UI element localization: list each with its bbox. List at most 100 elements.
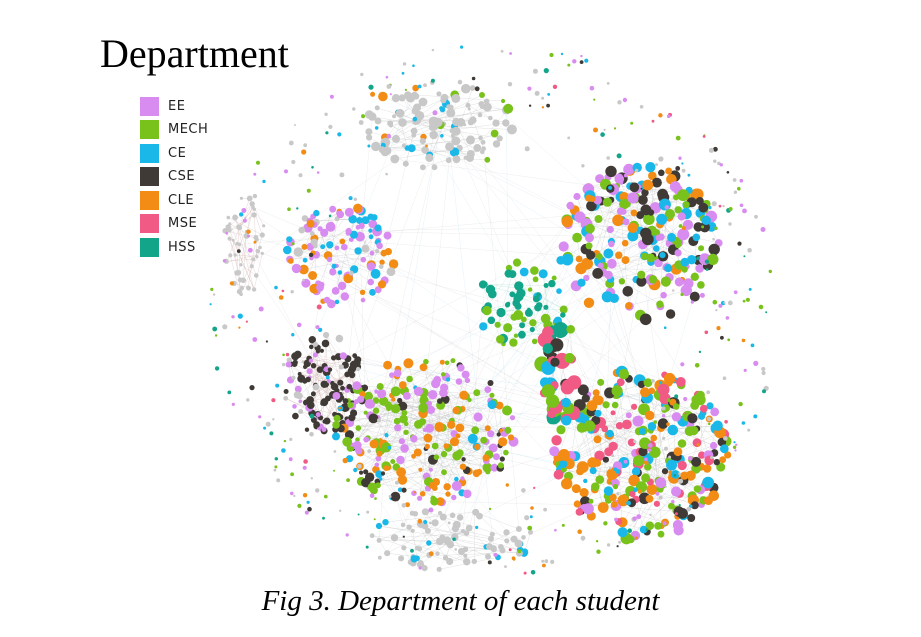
student-node [541, 559, 545, 563]
edge [422, 413, 478, 448]
student-node [309, 431, 314, 437]
student-node [451, 525, 459, 533]
student-node [292, 412, 299, 420]
student-node [618, 179, 624, 185]
edge [356, 309, 529, 386]
student-node [718, 204, 722, 208]
student-node [638, 195, 648, 205]
student-node [606, 225, 614, 234]
edge [367, 404, 493, 439]
edge [235, 254, 257, 257]
student-node [374, 105, 380, 111]
student-node [660, 291, 667, 299]
student-node [768, 269, 772, 274]
student-node [437, 398, 443, 404]
student-node [567, 63, 571, 67]
student-node [431, 48, 435, 52]
student-node [623, 459, 628, 464]
student-node [365, 545, 369, 549]
student-node [363, 436, 370, 443]
student-node [661, 468, 669, 475]
student-node [627, 192, 639, 204]
student-node [606, 429, 614, 438]
student-node [639, 105, 644, 109]
student-node [505, 264, 513, 272]
edge [379, 427, 460, 455]
student-node [380, 249, 388, 257]
student-node [683, 278, 694, 289]
student-node [482, 305, 492, 316]
edge [586, 203, 625, 225]
student-node [494, 321, 501, 328]
student-node [762, 389, 766, 394]
student-node [625, 412, 632, 419]
student-node [312, 352, 318, 358]
student-node [678, 224, 683, 228]
student-node [428, 521, 432, 525]
student-node [398, 94, 406, 102]
student-node [575, 508, 584, 516]
student-node [375, 482, 381, 489]
student-node [516, 288, 526, 298]
student-node [239, 285, 244, 291]
student-node [411, 490, 417, 497]
student-node [423, 83, 427, 88]
student-node [728, 207, 733, 211]
student-node [450, 358, 456, 364]
student-node [592, 268, 604, 279]
edge [475, 512, 520, 554]
student-node [612, 484, 619, 490]
student-node [547, 93, 551, 96]
student-node [633, 487, 638, 493]
student-node [573, 500, 581, 508]
edge [499, 405, 502, 431]
student-node [656, 300, 664, 308]
student-node [675, 377, 686, 387]
student-node [741, 421, 746, 425]
student-node [329, 268, 337, 276]
student-node [459, 463, 467, 470]
student-node [638, 447, 648, 457]
student-node [473, 412, 483, 422]
student-node [286, 236, 293, 243]
student-node [698, 202, 709, 213]
student-node [348, 371, 356, 379]
edge [597, 244, 679, 274]
student-node [580, 535, 586, 541]
student-node [302, 493, 308, 498]
student-node [654, 522, 662, 530]
student-node [381, 442, 392, 453]
student-node [409, 510, 415, 516]
student-node [368, 234, 374, 240]
student-node [233, 253, 237, 257]
student-node [550, 338, 564, 352]
student-node [649, 466, 652, 470]
edge [287, 249, 585, 420]
student-node [735, 443, 738, 446]
edge [412, 530, 418, 559]
student-node [505, 483, 509, 487]
student-node [368, 84, 374, 90]
student-node [483, 99, 488, 104]
student-node [487, 560, 492, 565]
student-node [281, 362, 286, 367]
student-node [655, 477, 667, 489]
edge [626, 461, 717, 539]
student-node [331, 263, 337, 269]
edge [398, 112, 483, 153]
student-node [395, 108, 405, 118]
student-node [606, 543, 611, 547]
student-node [615, 173, 624, 182]
student-node [601, 291, 613, 303]
student-node [323, 331, 330, 339]
edge [253, 253, 263, 290]
student-node [677, 460, 687, 471]
student-node [501, 98, 506, 104]
student-node [693, 485, 702, 493]
student-node [291, 333, 295, 337]
student-node [553, 469, 564, 480]
edge [239, 207, 254, 228]
student-node [640, 387, 650, 398]
student-node [534, 90, 540, 96]
student-node [389, 93, 392, 96]
